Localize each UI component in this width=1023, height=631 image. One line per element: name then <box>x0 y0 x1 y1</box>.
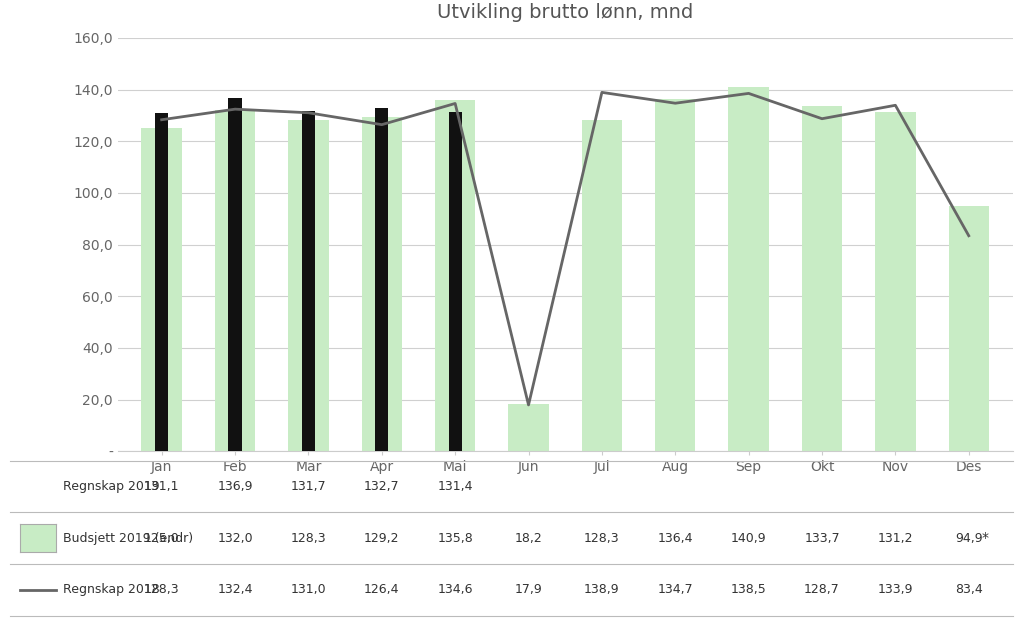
Text: 138,5: 138,5 <box>730 584 766 596</box>
Bar <box>448 112 461 451</box>
Bar <box>655 99 696 451</box>
Bar <box>375 109 389 451</box>
Bar <box>948 206 989 451</box>
Text: 128,3: 128,3 <box>291 532 326 545</box>
Text: 125,0: 125,0 <box>144 532 180 545</box>
Text: 126,4: 126,4 <box>364 584 400 596</box>
Text: 140,9: 140,9 <box>730 532 766 545</box>
Text: 131,1: 131,1 <box>144 480 179 493</box>
Text: 134,6: 134,6 <box>438 584 473 596</box>
Text: 131,2: 131,2 <box>878 532 914 545</box>
Regnskap 2018 <box>963 232 975 240</box>
Bar <box>288 120 328 451</box>
Text: 131,0: 131,0 <box>291 584 326 596</box>
Regnskap 2018 <box>743 90 755 97</box>
Text: 129,2: 129,2 <box>364 532 400 545</box>
Regnskap 2018 <box>889 102 901 109</box>
Text: 128,7: 128,7 <box>804 584 840 596</box>
Regnskap 2018 <box>669 100 681 107</box>
Regnskap 2018 <box>449 100 461 107</box>
Text: 94,9: 94,9 <box>954 532 982 545</box>
Text: 135,8: 135,8 <box>437 532 473 545</box>
Text: Regnskap 2018: Regnskap 2018 <box>63 584 161 596</box>
Text: Budsjett 2019 (endr): Budsjett 2019 (endr) <box>63 532 193 545</box>
Regnskap 2018 <box>523 401 535 409</box>
Text: 134,7: 134,7 <box>658 584 693 596</box>
Regnskap 2018 <box>595 88 608 96</box>
Regnskap 2018 <box>229 105 241 113</box>
Text: 131,7: 131,7 <box>291 480 326 493</box>
Regnskap 2018 <box>816 115 829 122</box>
Text: *: * <box>982 531 989 545</box>
Regnskap 2018 <box>155 116 168 124</box>
Text: 128,3: 128,3 <box>584 532 620 545</box>
Text: 128,3: 128,3 <box>144 584 179 596</box>
Bar <box>728 87 769 451</box>
Bar <box>361 117 402 451</box>
Bar <box>302 111 315 451</box>
Bar <box>802 106 842 451</box>
Text: 136,4: 136,4 <box>658 532 693 545</box>
Text: 138,9: 138,9 <box>584 584 620 596</box>
Bar <box>508 404 548 451</box>
Text: 18,2: 18,2 <box>515 532 542 545</box>
Text: 136,9: 136,9 <box>217 480 253 493</box>
Bar <box>155 112 168 451</box>
Text: 83,4: 83,4 <box>954 584 983 596</box>
Regnskap 2018 <box>302 109 314 117</box>
Text: 131,4: 131,4 <box>438 480 473 493</box>
Text: 132,7: 132,7 <box>364 480 400 493</box>
Line: Regnskap 2018: Regnskap 2018 <box>162 92 969 405</box>
Text: 132,0: 132,0 <box>217 532 253 545</box>
Text: 132,4: 132,4 <box>217 584 253 596</box>
Text: 133,9: 133,9 <box>878 584 914 596</box>
Bar <box>876 112 916 451</box>
Bar <box>215 110 255 451</box>
Bar <box>435 100 476 451</box>
Text: Regnskap 2019: Regnskap 2019 <box>63 480 160 493</box>
Bar <box>228 98 241 451</box>
Text: 133,7: 133,7 <box>804 532 840 545</box>
Bar <box>141 128 182 451</box>
Bar <box>582 120 622 451</box>
Text: 17,9: 17,9 <box>515 584 542 596</box>
Regnskap 2018 <box>375 121 388 129</box>
Title: Utvikling brutto lønn, mnd: Utvikling brutto lønn, mnd <box>437 3 694 23</box>
